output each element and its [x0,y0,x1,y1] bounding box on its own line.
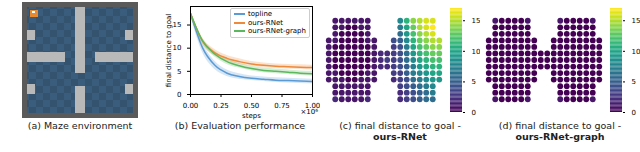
svg-text:10: 10 [173,44,182,52]
svg-text:0.00: 0.00 [183,102,199,110]
svg-text:15: 15 [173,21,182,29]
svg-text:10: 10 [631,48,640,56]
html-text:ours-RNet-graph: ours-RNet-graph [515,131,605,142]
svg-text:15: 15 [631,17,640,25]
html-text:(c) final distance to goal -: (c) final distance to goal - [339,120,461,131]
svg-text:final distance to goal: final distance to goal [165,14,173,87]
svg-text:10: 10 [471,48,480,56]
html-text:(b) Evaluation performance: (b) Evaluation performance [174,120,306,131]
svg-text:5: 5 [177,68,181,76]
html-text:ours-RNet-graph: ours-RNet-graph [248,27,306,35]
svg-text:0.50: 0.50 [244,102,260,110]
svg-text:15: 15 [471,17,480,25]
svg-text:5: 5 [631,78,635,86]
html-text:(a) Maze environment: (a) Maze environment [27,120,133,131]
html-text:ours-RNet: ours-RNet [373,131,427,142]
html-text:×10⁶: ×10⁶ [300,108,318,116]
svg-text:0.75: 0.75 [274,102,290,110]
svg-text:5: 5 [471,78,475,86]
svg-text:0: 0 [631,109,635,117]
svg-text:0.25: 0.25 [213,102,229,110]
svg-text:0: 0 [471,109,475,117]
html-text:(d) final distance to goal -: (d) final distance to goal - [498,120,622,131]
svg-text:steps: steps [242,112,261,120]
html-text:topline: topline [248,10,273,18]
svg-text:0: 0 [177,91,181,99]
html-text:ours-RNet: ours-RNet [248,18,283,27]
